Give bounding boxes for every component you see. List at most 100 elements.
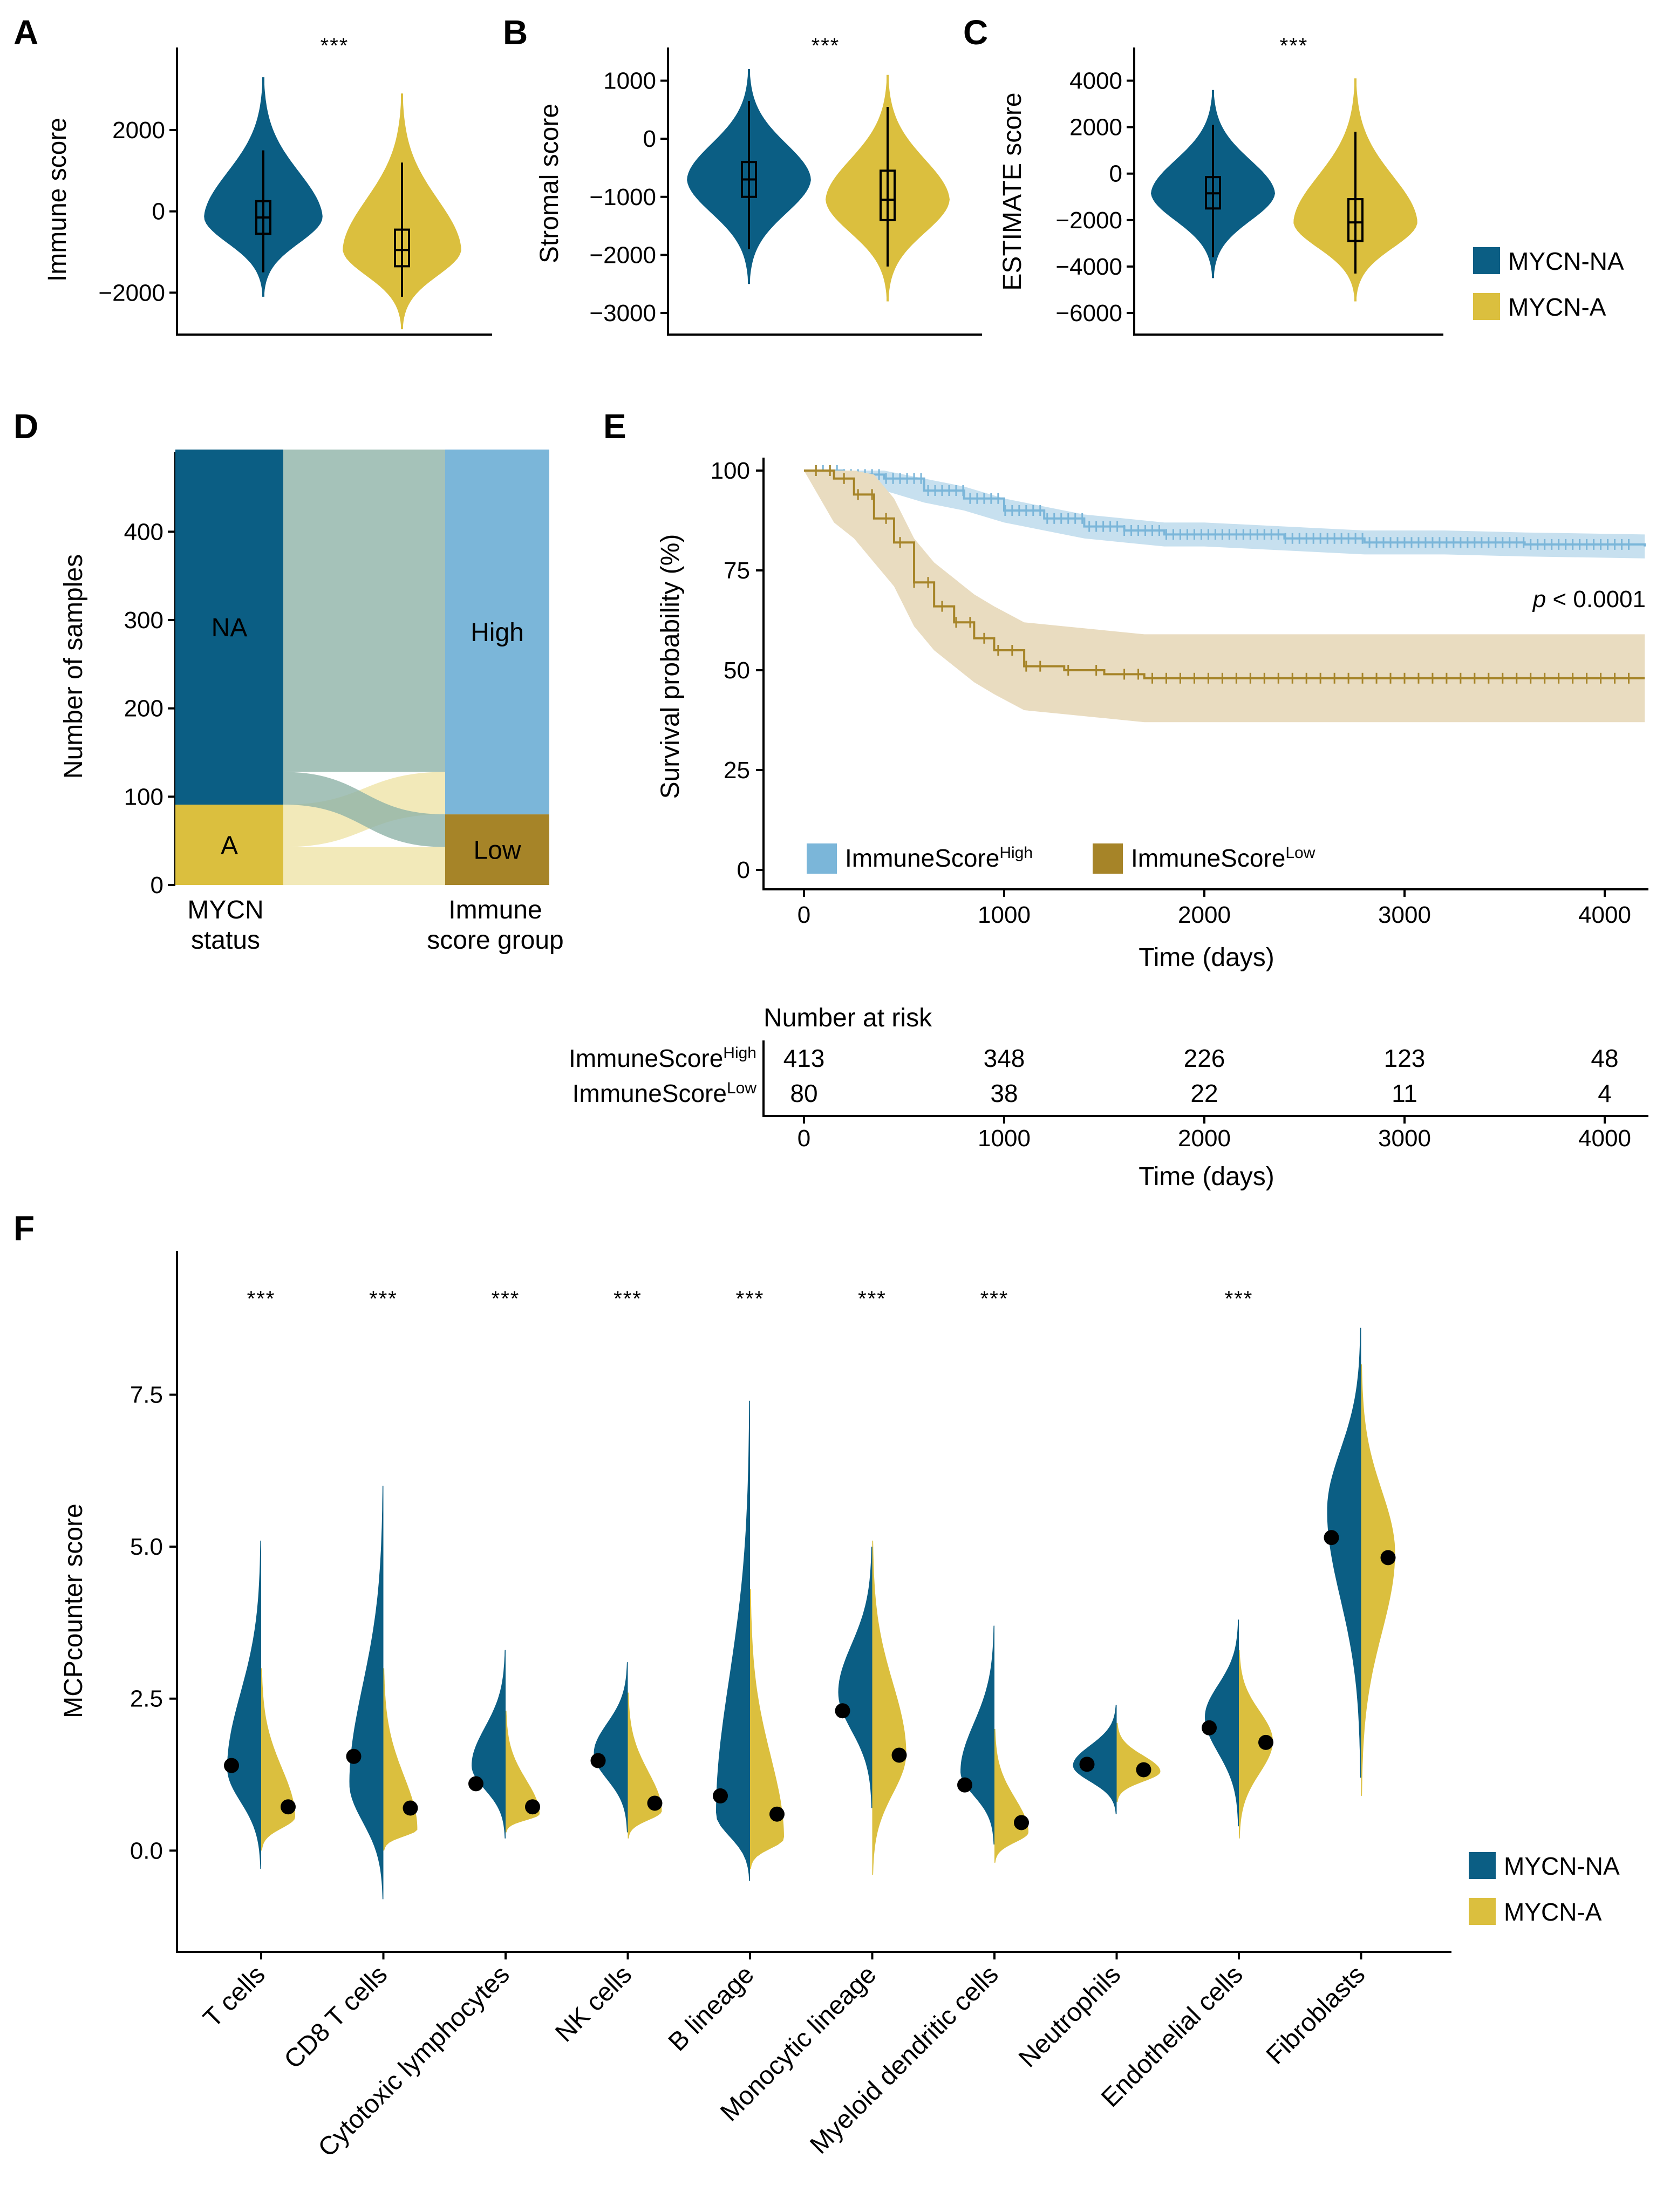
km-band-high (804, 471, 1645, 559)
split-violin-mycn-a-8 (1239, 1650, 1273, 1839)
panel-d-axis-right-label-line2: score group (427, 926, 563, 955)
panel-e-legend-swatch-high (807, 843, 837, 874)
legend-top-label-na: MYCN-NA (1508, 247, 1624, 275)
panel-e-pvalue-p: p (1532, 586, 1546, 612)
panel-b-ylabel: Stromal score (535, 104, 564, 263)
panel-f-ytick-label-1: 5.0 (130, 1534, 163, 1560)
split-violin-mycn-na-5 (838, 1547, 873, 1808)
split-violin-mycn-a-4 (750, 1589, 784, 1869)
legend-high-base: ImmuneScore (845, 844, 999, 872)
km-curve-low (804, 469, 1645, 679)
panel-c-ytick-label-3: −2000 (1055, 207, 1122, 234)
panel-d: D Number of samples 400 300 200 100 0 A NA Low… (13, 407, 564, 955)
mean-dot-mycn-na-6 (957, 1777, 972, 1793)
mean-dot-mycn-na-3 (590, 1753, 606, 1768)
risk-cell-high-4: 48 (1591, 1044, 1618, 1072)
risk-xtick-label-2: 2000 (1178, 1125, 1231, 1152)
panel-c-box-1 (1347, 198, 1364, 242)
mean-dot-mycn-a-5 (891, 1747, 907, 1763)
panel-f-significance-3: *** (614, 1287, 642, 1311)
split-violin-mycn-a-1 (383, 1668, 418, 1851)
panel-b-significance: *** (812, 34, 840, 58)
alluvial-stratum-right-high (445, 450, 549, 815)
legend-bottom-swatch-a (1469, 1898, 1496, 1925)
split-violin-mycn-na-7 (1073, 1704, 1117, 1814)
panel-e-ytick-label-1: 75 (724, 557, 750, 584)
alluvial-flow-na-to-high (283, 450, 445, 772)
panel-letter-b: B (503, 13, 528, 52)
panel-f-ytick-label-0: 7.5 (130, 1382, 163, 1408)
split-violin-mycn-na-6 (960, 1625, 994, 1845)
panel-f-xlabel-0: T cells (198, 1960, 271, 2033)
mean-dot-mycn-na-5 (835, 1703, 850, 1719)
panel-f-xlabel-4: B lineage (663, 1960, 760, 2057)
panel-a-ytick-label-1: 0 (152, 199, 165, 225)
panel-letter-d: D (13, 407, 38, 446)
panel-d-ytick-label-1: 300 (124, 607, 163, 634)
mean-dot-mycn-na-9 (1324, 1530, 1339, 1546)
panel-b-box-1 (880, 169, 896, 221)
alluvial-flow-a-to-low (283, 847, 445, 885)
alluvial-stratum-label-left-a: A (221, 832, 238, 860)
panel-c-ytick-label-1: 2000 (1069, 114, 1122, 141)
panel-letter-f: F (13, 1209, 35, 1248)
risk-table-xlabel: Time (days) (1139, 1162, 1274, 1191)
panel-b-ytick-label-3: −2000 (589, 242, 656, 268)
legend-low-sup: Low (1285, 844, 1315, 862)
panel-a-ytick-label-2: −2000 (98, 280, 165, 306)
km-band-low (804, 471, 1645, 723)
panel-e-ytick-label-4: 0 (737, 857, 750, 883)
legend-bottom: MYCN-NA MYCN-A (1469, 1852, 1620, 1926)
mean-dot-mycn-na-7 (1079, 1757, 1095, 1772)
alluvial-stratum-label-left-na: NA (212, 614, 248, 642)
risk-row-low-base: ImmuneScore (572, 1079, 727, 1107)
risk-row-label-high: ImmuneScoreHigh (569, 1044, 756, 1072)
risk-table-title: Number at risk (764, 1004, 932, 1032)
risk-row-high-base: ImmuneScore (569, 1044, 723, 1072)
split-violin-mycn-a-5 (872, 1540, 906, 1875)
panel-e: E Survival probability (%) 100 75 50 25 0 0 10… (569, 407, 1648, 1191)
split-violin-mycn-na-0 (227, 1540, 261, 1869)
panel-e-xtick-label-2: 2000 (1178, 902, 1231, 928)
panel-d-ytick-label-3: 100 (124, 784, 163, 810)
panel-f: F MCPcounter score 7.5 5.0 2.5 0.0 *** *** **… (13, 1209, 1620, 2162)
panel-f-significance-4: *** (736, 1287, 765, 1311)
risk-xtick-label-0: 0 (797, 1125, 810, 1152)
split-violin-mycn-a-9 (1361, 1364, 1395, 1796)
risk-row-low-sup: Low (727, 1079, 756, 1097)
panel-c: C ESTIMATE score 4000 2000 0 −2000 −4000 −600… (963, 13, 1443, 336)
panel-e-xtick-label-4: 4000 (1578, 902, 1631, 928)
risk-cell-low-3: 11 (1392, 1079, 1417, 1107)
split-violin-mycn-na-3 (594, 1662, 628, 1833)
legend-top-label-a: MYCN-A (1508, 293, 1606, 321)
legend-bottom-swatch-na (1469, 1852, 1496, 1879)
panel-b-ytick-label-0: 1000 (603, 68, 656, 94)
legend-high-sup: High (999, 844, 1033, 862)
panel-f-xlabel-7: Neutrophils (1013, 1960, 1126, 2073)
alluvial-stratum-right-low (445, 814, 549, 885)
split-violin-mycn-na-9 (1327, 1328, 1361, 1778)
mean-dot-mycn-a-6 (1014, 1815, 1029, 1830)
legend-low-base: ImmuneScore (1131, 844, 1285, 872)
panel-e-xtick-label-1: 1000 (978, 902, 1031, 928)
panel-a: A Immune score 2000 0 −2000 *** (13, 13, 492, 336)
panel-d-axis-left-label-line1: MYCN (187, 896, 263, 924)
panel-f-significance-5: *** (858, 1287, 887, 1311)
panel-c-significance: *** (1280, 34, 1308, 58)
split-violin-mycn-a-7 (1116, 1723, 1161, 1802)
panel-e-xtick-label-0: 0 (797, 902, 810, 928)
split-violin-mycn-a-0 (261, 1668, 295, 1851)
mean-dot-mycn-a-1 (403, 1800, 418, 1816)
panel-b: B Stromal score 1000 0 −1000 −2000 −3000 *** (503, 13, 982, 336)
panel-a-significance: *** (321, 34, 349, 58)
mean-dot-mycn-na-8 (1202, 1720, 1217, 1735)
panel-d-ytick-label-4: 0 (151, 872, 163, 899)
panel-e-ytick-label-3: 25 (724, 757, 750, 784)
panel-e-legend-label-high: ImmuneScoreHigh (845, 844, 1033, 872)
panel-c-ytick-label-4: −4000 (1055, 254, 1122, 280)
risk-row-high-sup: High (723, 1044, 756, 1062)
panel-f-significance-0: *** (247, 1287, 276, 1311)
panel-c-ytick-label-2: 0 (1109, 161, 1122, 187)
panel-a-ytick-label-0: 2000 (112, 117, 165, 144)
panel-d-axis-left-label-line2: status (191, 926, 260, 955)
